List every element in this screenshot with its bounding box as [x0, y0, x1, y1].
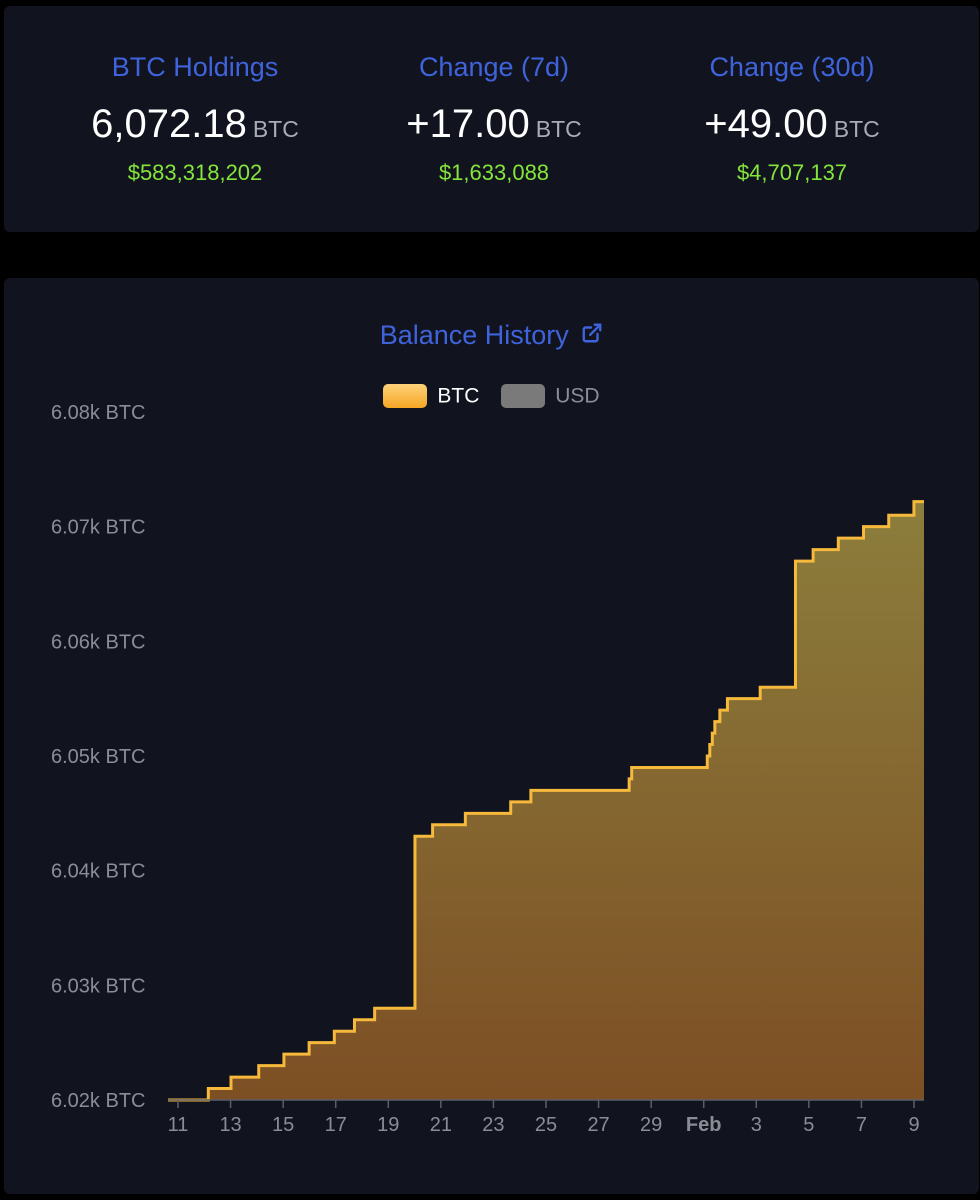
x-tick-label: 29 — [640, 1114, 662, 1136]
chart-title[interactable]: Balance History — [379, 320, 569, 350]
legend-item-btc[interactable]: BTC — [383, 384, 480, 409]
y-tick-label: 6.08k BTC — [51, 402, 145, 424]
x-tick-label: 15 — [272, 1114, 294, 1136]
stat-value-number: +49.00 — [704, 102, 828, 146]
stat-label: BTC Holdings — [111, 52, 279, 82]
x-tick-label: 7 — [856, 1114, 867, 1136]
chart-legend: BTC USD — [4, 384, 979, 409]
stat-label: Change (7d) — [418, 52, 570, 82]
stat-unit: BTC — [252, 116, 299, 142]
legend-label-btc: BTC — [437, 384, 480, 408]
stat-value-number: +17.00 — [406, 102, 530, 146]
legend-swatch-usd — [501, 384, 546, 409]
stat-unit: BTC — [535, 116, 582, 142]
y-tick-label: 6.02k BTC — [51, 1090, 145, 1112]
x-tick-label: 11 — [168, 1114, 189, 1136]
stat-value: +17.00 BTC — [344, 102, 644, 147]
x-tick-label: 23 — [482, 1114, 504, 1136]
stat-label: Change (30d) — [709, 52, 875, 82]
y-tick-label: 6.07k BTC — [51, 517, 145, 539]
stat-unit: BTC — [833, 116, 880, 142]
stat-value: 6,072.18 BTC — [45, 102, 345, 147]
x-tick-label: Feb — [686, 1114, 722, 1136]
balance-history-card: Balance History BTC USD 6.02k BTC 6.03k B… — [4, 278, 979, 1194]
stat-value-number: 6,072.18 — [91, 102, 247, 146]
chart-header: Balance History — [4, 320, 979, 351]
external-link-icon[interactable] — [581, 322, 603, 349]
y-tick-label: 6.06k BTC — [51, 631, 145, 653]
btc-area-fill — [168, 501, 924, 1100]
stat-usd-value: $1,633,088 — [438, 160, 550, 185]
stat-usd-value: $4,707,137 — [736, 160, 848, 185]
x-tick-label: 5 — [803, 1114, 814, 1136]
x-tick-label: 17 — [325, 1114, 347, 1136]
x-tick-label: 21 — [430, 1114, 452, 1136]
y-tick-label: 6.05k BTC — [51, 746, 145, 768]
x-tick-label: 9 — [908, 1114, 919, 1136]
legend-label-usd: USD — [555, 384, 600, 408]
x-tick-label: 25 — [535, 1114, 557, 1136]
x-tick-label: 3 — [751, 1114, 762, 1136]
x-tick-label: 19 — [377, 1114, 399, 1136]
balance-history-chart: 6.02k BTC 6.03k BTC 6.04k BTC 6.05k BTC 6.06… — [51, 402, 924, 1136]
btc-series-line — [168, 500, 924, 1102]
holdings-summary-card: BTC Holdings 6,072.18 BTC $583,318,202 Ch… — [4, 6, 979, 232]
stat-value: +49.00 BTC — [642, 102, 942, 147]
x-tick-label: 27 — [587, 1114, 609, 1136]
legend-item-usd[interactable]: USD — [501, 384, 600, 409]
y-tick-label: 6.03k BTC — [51, 975, 145, 997]
legend-swatch-btc — [383, 384, 428, 409]
y-tick-label: 6.04k BTC — [51, 861, 145, 883]
x-tick-label: 13 — [219, 1114, 241, 1136]
stat-usd-value: $583,318,202 — [127, 160, 263, 185]
